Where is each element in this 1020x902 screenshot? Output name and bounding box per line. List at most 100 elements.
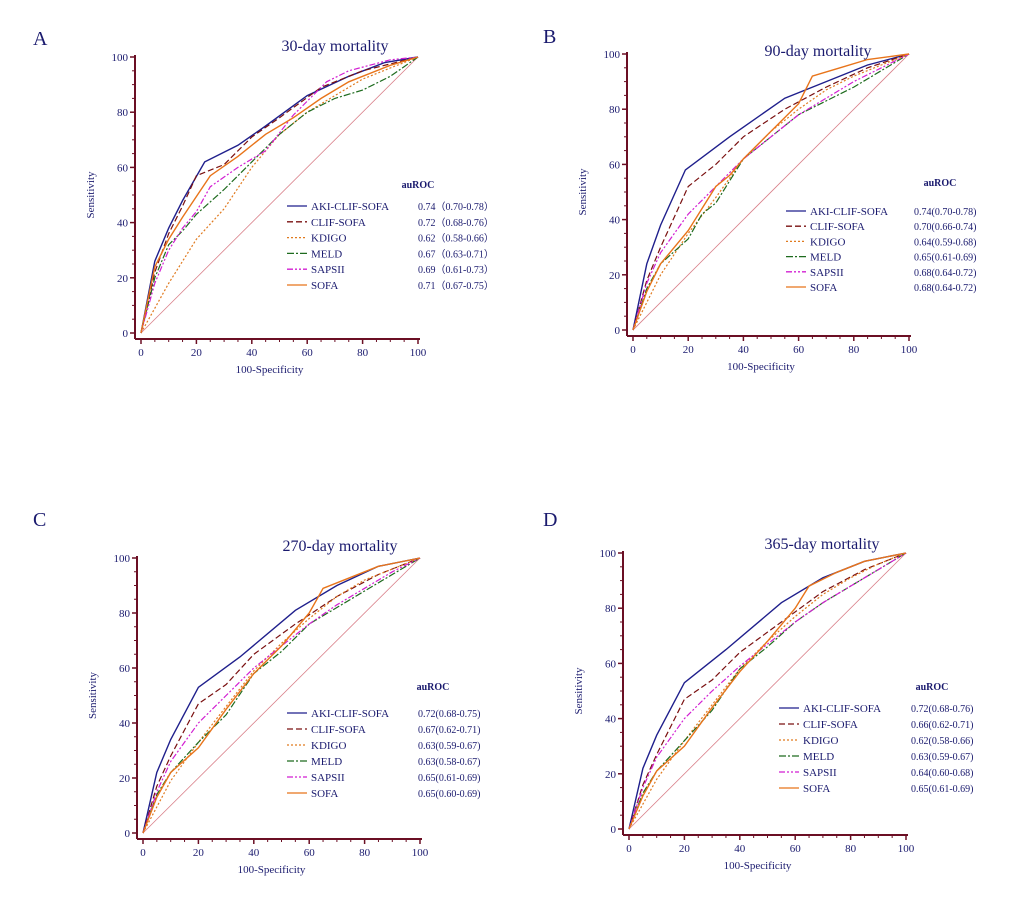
x-tick-label: 80 xyxy=(357,347,369,359)
legend-auroc-value: 0.67（0.63-0.71） xyxy=(418,248,494,260)
legend-label: KDIGO xyxy=(803,735,838,747)
panel-letter: D xyxy=(543,509,557,531)
legend-label: AKI-CLIF-SOFA xyxy=(311,708,389,720)
roc-panel-b: B 90-day mortality 0 20 40 60 80 100 0 20 40 60 80 10… xyxy=(543,26,977,373)
roc-curve-aki-clif-sofa xyxy=(142,557,421,834)
x-tick-label: 80 xyxy=(845,843,857,855)
chart-title: 365-day mortality xyxy=(764,536,879,553)
x-axis-label: 100-Specificity xyxy=(727,361,795,373)
legend-auroc-value: 0.63(0.59-0.67) xyxy=(418,741,481,752)
legend-auroc-value: 0.64(0.60-0.68) xyxy=(911,768,974,779)
legend-label: SOFA xyxy=(311,280,338,292)
legend-auroc-value: 0.62(0.58-0.66) xyxy=(911,736,974,747)
y-tick-label: 60 xyxy=(117,162,129,174)
roc-curve-kdigo xyxy=(140,56,419,334)
legend-auroc-value: 0.67(0.62-0.71) xyxy=(418,725,481,736)
x-axis-label: 100-Specificity xyxy=(238,864,306,876)
x-tick-label: 100 xyxy=(901,344,918,356)
legend-auroc-value: 0.72(0.68-0.76) xyxy=(911,704,974,715)
reference-diagonal xyxy=(142,557,421,834)
legend-auroc-value: 0.65(0.61-0.69) xyxy=(911,784,974,795)
x-axis-label: 100-Specificity xyxy=(236,364,304,376)
legend-title: auROC xyxy=(417,682,450,693)
x-tick-label: 20 xyxy=(679,843,691,855)
y-axis-label: Sensitivity xyxy=(577,168,589,216)
chart-title: 90-day mortality xyxy=(764,43,871,60)
y-axis-label: Sensitivity xyxy=(87,671,99,719)
legend-label: SAPSII xyxy=(803,767,837,779)
legend-label: SOFA xyxy=(803,783,830,795)
legend-label: MELD xyxy=(311,756,342,768)
x-tick-label: 20 xyxy=(191,347,203,359)
panel-letter: A xyxy=(33,28,48,50)
legend-auroc-value: 0.70(0.66-0.74) xyxy=(914,222,977,233)
y-tick-label: 0 xyxy=(615,325,621,337)
legend-label: KDIGO xyxy=(311,233,346,245)
y-tick-label: 0 xyxy=(123,328,129,340)
legend-label: MELD xyxy=(810,252,841,264)
x-tick-label: 0 xyxy=(138,347,144,359)
legend-label: AKI-CLIF-SOFA xyxy=(311,201,389,213)
panel-letter: B xyxy=(543,26,556,48)
roc-curve-aki-clif-sofa xyxy=(632,53,910,331)
y-tick-label: 20 xyxy=(117,273,129,285)
roc-curve-meld xyxy=(632,53,910,331)
legend-label: CLIF-SOFA xyxy=(311,724,366,736)
y-tick-label: 20 xyxy=(119,773,131,785)
legend-label: CLIF-SOFA xyxy=(803,719,858,731)
legend: auROC AKI-CLIF-SOFA 0.74(0.70-0.78) CLIF-SO… xyxy=(786,178,977,294)
legend-label: CLIF-SOFA xyxy=(810,221,865,233)
legend-auroc-value: 0.71（0.67-0.75） xyxy=(418,280,494,292)
legend-title: auROC xyxy=(402,180,435,191)
legend-auroc-value: 0.68(0.64-0.72) xyxy=(914,268,977,279)
legend-title: auROC xyxy=(924,178,957,189)
y-tick-label: 0 xyxy=(611,824,617,836)
legend: auROC AKI-CLIF-SOFA 0.72(0.68-0.75) CLIF-SO… xyxy=(287,682,481,800)
legend-label: AKI-CLIF-SOFA xyxy=(803,703,881,715)
panel-letter: C xyxy=(33,509,46,531)
y-tick-label: 60 xyxy=(119,663,131,675)
roc-panel-c: C 270-day mortality 0 20 40 60 80 100 0 20 40 60 80 1… xyxy=(33,509,481,876)
x-tick-label: 100 xyxy=(410,347,427,359)
roc-curve-sapsii xyxy=(140,56,419,334)
x-tick-label: 0 xyxy=(626,843,632,855)
legend-auroc-value: 0.74（0.70-0.78） xyxy=(418,201,494,213)
y-tick-label: 40 xyxy=(119,718,131,730)
roc-curve-clif-sofa xyxy=(140,56,419,334)
roc-curve-meld xyxy=(628,552,907,830)
x-tick-label: 20 xyxy=(683,344,695,356)
x-tick-label: 0 xyxy=(140,847,146,859)
legend-auroc-value: 0.69（0.61-0.73） xyxy=(418,264,494,276)
x-tick-label: 60 xyxy=(302,347,314,359)
legend-auroc-value: 0.64(0.59-0.68) xyxy=(914,237,977,248)
roc-curve-sofa xyxy=(628,552,907,830)
reference-diagonal xyxy=(632,53,910,331)
roc-curve-sofa xyxy=(632,53,910,331)
y-tick-label: 40 xyxy=(609,215,621,227)
reference-diagonal xyxy=(628,552,907,830)
y-tick-label: 80 xyxy=(117,107,129,119)
y-tick-label: 0 xyxy=(125,828,131,840)
legend-auroc-value: 0.72（0.68-0.76） xyxy=(418,217,494,229)
x-tick-label: 60 xyxy=(793,344,805,356)
x-tick-label: 80 xyxy=(359,847,371,859)
legend-auroc-value: 0.62（0.58-0.66） xyxy=(418,233,494,245)
legend-auroc-value: 0.66(0.62-0.71) xyxy=(911,720,974,731)
legend: auROC AKI-CLIF-SOFA 0.74（0.70-0.78） CLIF-SO… xyxy=(287,180,494,292)
y-tick-label: 100 xyxy=(114,553,131,565)
y-tick-label: 100 xyxy=(112,52,129,64)
legend-label: MELD xyxy=(311,248,342,260)
legend-auroc-value: 0.74(0.70-0.78) xyxy=(914,207,977,218)
legend-label: KDIGO xyxy=(810,236,845,248)
x-tick-label: 60 xyxy=(790,843,802,855)
legend-label: SAPSII xyxy=(311,264,345,276)
legend-auroc-value: 0.65(0.61-0.69) xyxy=(418,773,481,784)
x-tick-label: 100 xyxy=(898,843,915,855)
legend-auroc-value: 0.63(0.58-0.67) xyxy=(418,757,481,768)
chart-title: 270-day mortality xyxy=(282,538,397,555)
y-tick-label: 100 xyxy=(604,49,621,61)
roc-curve-clif-sofa xyxy=(628,552,907,830)
legend-auroc-value: 0.65(0.60-0.69) xyxy=(418,789,481,800)
roc-curve-kdigo xyxy=(632,53,910,331)
roc-curve-clif-sofa xyxy=(142,557,421,834)
